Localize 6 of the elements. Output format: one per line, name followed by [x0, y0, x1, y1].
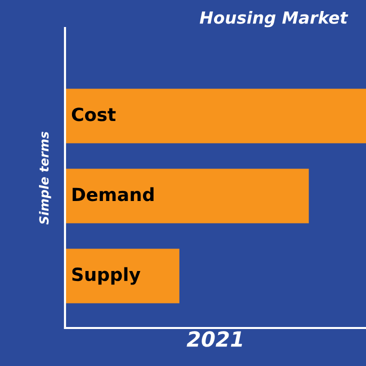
- y-tick-label: Demand: [72, 187, 154, 202]
- x-axis-title: 2021: [186, 331, 242, 347]
- y-tick-label: Cost: [72, 108, 116, 122]
- y-axis-title: Simple terms: [39, 132, 52, 225]
- y-tick-label: Supply: [72, 267, 140, 285]
- chart-title: Housing Market: [200, 10, 348, 28]
